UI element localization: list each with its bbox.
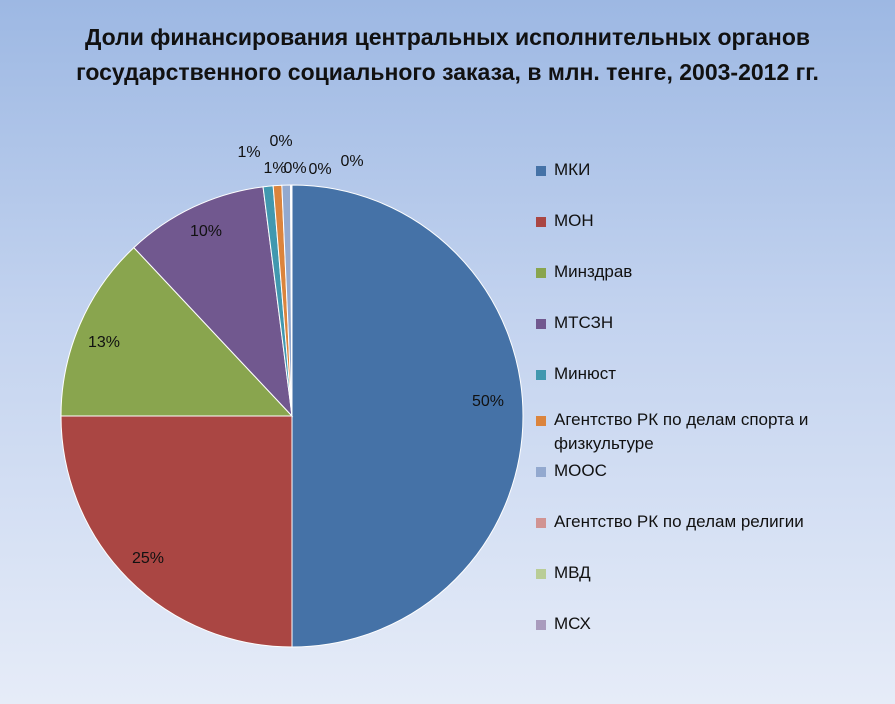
legend-swatch-6 [536,416,546,426]
chart-title: Доли финансирования центральных исполнит… [76,24,819,85]
legend-item-1: МКИ [536,158,844,182]
legend-item-6: Агентство РК по делам спорта и физкульту… [536,408,844,456]
legend-swatch-3 [536,268,546,278]
legend-item-7: МООС [536,459,844,483]
legend-label-5: Минюст [554,364,617,383]
legend-label-2: МОН [554,211,594,230]
legend-item-5: Минюст [536,362,844,386]
legend-swatch-2 [536,217,546,227]
legend-swatch-4 [536,319,546,329]
legend-item-9: МВД [536,561,844,585]
legend-label-4: МТСЗН [554,313,614,332]
legend-label-6: Агентство РК по делам спорта и физкульту… [554,410,809,453]
legend-item-2: МОН [536,209,844,233]
slice-label-7: 0% [269,133,292,150]
slice-label-8: 0% [283,160,306,177]
slice-label-10: 0% [340,153,363,170]
legend-swatch-7 [536,467,546,477]
legend-swatch-10 [536,620,546,630]
legend-swatch-8 [536,518,546,528]
legend-item-4: МТСЗН [536,311,844,335]
legend-swatch-5 [536,370,546,380]
legend-item-8: Агентство РК по делам религии [536,510,844,534]
slice-label-9: 0% [308,161,331,178]
pie-slice-1 [291,184,524,648]
slice-label-6: 1% [263,160,286,177]
legend-label-3: Минздрав [554,262,633,281]
legend-swatch-9 [536,569,546,579]
slice-label-5: 1% [237,144,260,161]
pie-slice-2 [60,415,293,648]
slice-label-1: 50% [472,393,504,410]
legend-label-7: МООС [554,461,607,480]
legend-label-1: МКИ [554,160,591,179]
legend-swatch-1 [536,166,546,176]
pie-slice-4 [133,186,293,418]
legend-item-3: Минздрав [536,260,844,284]
slice-label-3: 13% [88,334,120,351]
slice-label-2: 25% [132,550,164,567]
legend-item-10: МСХ [536,612,844,636]
pie-slice-3 [60,246,294,417]
legend-label-10: МСХ [554,614,591,633]
legend-label-8: Агентство РК по делам религии [554,512,804,531]
legend-label-9: МВД [554,563,591,582]
slice-label-4: 10% [190,223,222,240]
